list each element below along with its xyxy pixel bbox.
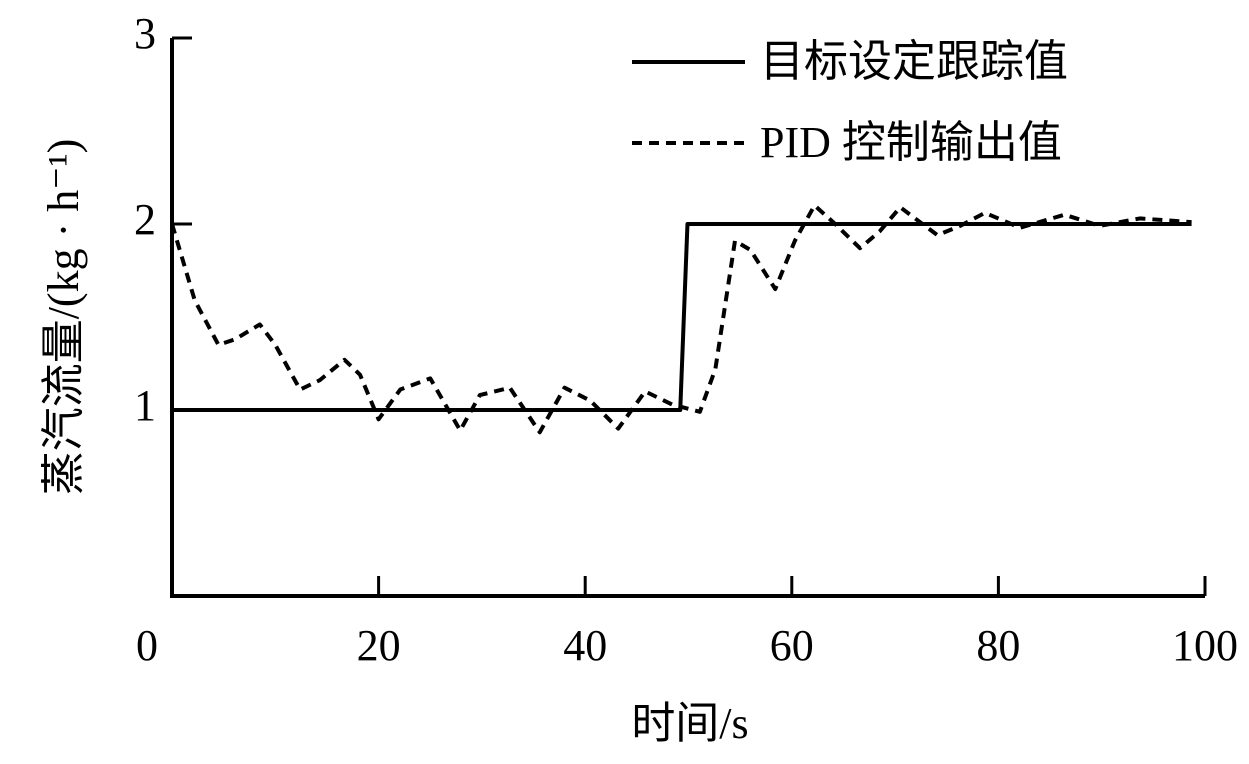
legend-label: PID 控制输出值	[760, 118, 1062, 167]
x-tick-label: 100	[1172, 621, 1238, 670]
legend-label: 目标设定跟踪值	[760, 37, 1068, 86]
series-line	[172, 222, 1192, 412]
x-axis-label: 时间/s	[631, 699, 748, 748]
y-tick-label: 2	[134, 195, 156, 244]
x-tick-label: 40	[563, 621, 607, 670]
x-tick-label: 80	[976, 621, 1020, 670]
series-line	[170, 203, 1192, 435]
x-tick-label: 20	[357, 621, 401, 670]
y-axis-label: 蒸汽流量/(kg · h⁻¹)	[39, 139, 88, 496]
y-tick-label: 3	[134, 9, 156, 58]
x-tick-label: 0	[136, 621, 158, 670]
y-tick-label: 1	[134, 381, 156, 430]
x-tick-label: 60	[770, 621, 814, 670]
